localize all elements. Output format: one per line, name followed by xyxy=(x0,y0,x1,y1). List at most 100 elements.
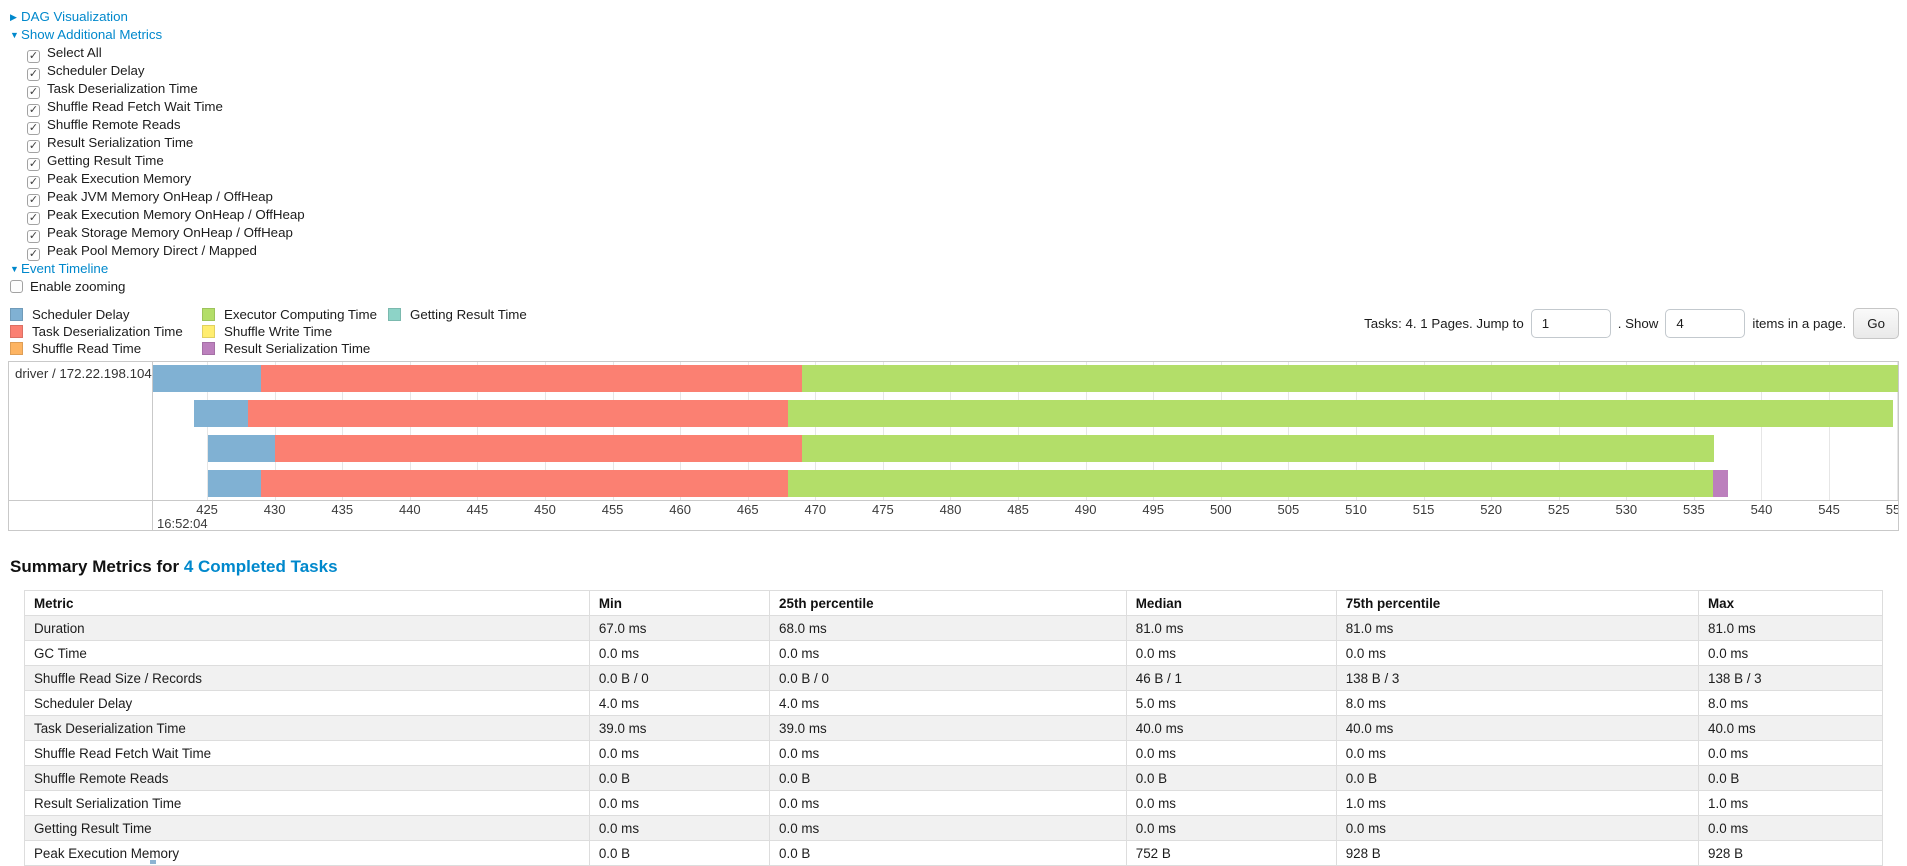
timeline-axis: 425 430 435 440 445 450 455 460 465 470 475 480 485 4… xyxy=(153,501,1898,531)
metric-value-cell: 0.0 ms xyxy=(588,790,771,816)
summary-table-row: Shuffle Read Fetch Wait Time 0.0 ms 0.0 ms… xyxy=(24,740,1883,766)
metric-checkbox[interactable]: ✓ xyxy=(27,158,40,171)
metric-checkbox[interactable]: ✓ xyxy=(27,248,40,261)
dag-visualization-toggle[interactable]: ▶ DAG Visualization xyxy=(10,8,1907,26)
metric-value-cell: 1.0 ms xyxy=(1698,790,1883,816)
axis-tick-label: 505 xyxy=(1277,502,1300,517)
metric-value-cell: 0.0 ms xyxy=(588,740,771,766)
axis-tick-label: 500 xyxy=(1209,502,1232,517)
metric-checkbox-item: ✓ Shuffle Remote Reads xyxy=(27,116,1907,135)
metric-value-cell: 81.0 ms xyxy=(1335,615,1700,641)
metric-value-cell: 0.0 ms xyxy=(1335,640,1700,666)
show-additional-metrics-link[interactable]: Show Additional Metrics xyxy=(21,27,163,42)
metric-checkbox[interactable]: ✓ xyxy=(27,50,40,63)
metric-value-cell: 0.0 B xyxy=(588,765,771,791)
timeline-bar-segment-task-deserialization xyxy=(247,400,789,427)
metric-value-cell: 0.0 B xyxy=(1698,765,1883,791)
metric-value-cell: 0.0 ms xyxy=(1125,640,1337,666)
items-per-page-input[interactable] xyxy=(1665,309,1746,338)
summary-table-row: Task Deserialization Time 39.0 ms 39.0 ms 4… xyxy=(24,715,1883,741)
timeline-bar-segment-task-deserialization xyxy=(274,435,802,462)
grid-line xyxy=(1829,362,1831,500)
metric-value-cell: 138 B / 3 xyxy=(1335,665,1700,691)
metric-value-cell: 0.0 B / 0 xyxy=(588,665,771,691)
metric-value-cell: 0.0 ms xyxy=(588,815,771,841)
metric-checkbox-label: Peak JVM Memory OnHeap / OffHeap xyxy=(47,189,273,204)
metric-value-cell: 0.0 ms xyxy=(1698,740,1883,766)
metric-value-cell: 8.0 ms xyxy=(1698,690,1883,716)
summary-table-row: GC Time 0.0 ms 0.0 ms 0.0 ms 0.0 ms 0.0 ms xyxy=(24,640,1883,666)
jump-to-page-input[interactable] xyxy=(1530,309,1611,338)
completed-tasks-link[interactable]: 4 Completed Tasks xyxy=(183,557,338,576)
axis-tick-label: 510 xyxy=(1345,502,1367,517)
summary-table-row: Shuffle Remote Reads 0.0 B 0.0 B 0.0 B 0.0 B… xyxy=(24,765,1883,791)
timeline-bar-segment-scheduler-delay xyxy=(208,435,275,462)
metric-checkbox[interactable]: ✓ xyxy=(27,104,40,117)
grid-line xyxy=(1761,362,1763,500)
metric-checkbox[interactable]: ✓ xyxy=(27,86,40,99)
legend-item: Scheduler Delay xyxy=(10,306,202,323)
task-deserialization-swatch-icon xyxy=(10,325,23,338)
dag-visualization-link[interactable]: DAG Visualization xyxy=(21,9,128,24)
metric-value-cell: 39.0 ms xyxy=(769,715,1127,741)
grid-line xyxy=(409,362,411,500)
metric-value-cell: 0.0 B xyxy=(1125,765,1337,791)
summary-column-header: Metric xyxy=(24,590,590,616)
timeline-bars-area xyxy=(153,362,1898,500)
metric-value-cell: 81.0 ms xyxy=(1698,615,1883,641)
axis-tick-label: 430 xyxy=(263,502,286,517)
grid-line xyxy=(342,362,344,500)
timeline-bar-segment-scheduler-delay xyxy=(193,400,248,427)
metric-checkbox[interactable]: ✓ xyxy=(27,230,40,243)
metric-checkbox[interactable]: ✓ xyxy=(27,122,40,135)
metric-checkbox-label: Select All xyxy=(47,45,102,60)
summary-table-row: Scheduler Delay 4.0 ms 4.0 ms 5.0 ms 8.0 ms 8… xyxy=(24,690,1883,716)
axis-start-time-label: 16:52:04 xyxy=(157,516,208,531)
metric-checkbox-item: ✓ Result Serialization Time xyxy=(27,134,1907,153)
tasks-count-label: Tasks: 4. 1 Pages. Jump to xyxy=(1364,316,1524,331)
axis-tick-label: 530 xyxy=(1615,502,1638,517)
legend-label: Executor Computing Time xyxy=(224,307,377,322)
metric-checkbox-item: ✓ Shuffle Read Fetch Wait Time xyxy=(27,98,1907,117)
metric-value-cell: 0.0 B / 0 xyxy=(769,665,1127,691)
timeline-bar-segment-scheduler-delay xyxy=(153,365,262,392)
metric-value-cell: 0.0 ms xyxy=(1125,740,1337,766)
metric-checkbox[interactable]: ✓ xyxy=(27,68,40,81)
metric-checkbox[interactable]: ✓ xyxy=(27,140,40,153)
metric-checkbox[interactable]: ✓ xyxy=(27,176,40,189)
stage-page-controls: ▶ DAG Visualization ▼ Show Additional Metr… xyxy=(0,0,1907,296)
axis-tick-label: 450 xyxy=(534,502,556,517)
metric-checkbox[interactable]: ✓ xyxy=(27,194,40,207)
metric-checkbox-item: ✓ Peak Execution Memory xyxy=(27,170,1907,189)
grid-line xyxy=(815,362,817,500)
metric-checkbox-label: Shuffle Remote Reads xyxy=(47,117,181,132)
clipped-element xyxy=(150,860,156,864)
metric-value-cell: 138 B / 3 xyxy=(1698,665,1883,691)
show-additional-metrics-toggle[interactable]: ▼ Show Additional Metrics xyxy=(10,26,1907,44)
metric-checkbox-item: ✓ Peak Execution Memory OnHeap / OffHeap xyxy=(27,206,1907,225)
metric-value-cell: 8.0 ms xyxy=(1335,690,1700,716)
enable-zooming-checkbox[interactable] xyxy=(10,280,23,293)
axis-tick-label: 445 xyxy=(466,502,489,517)
axis-tick-label: 480 xyxy=(939,502,962,517)
event-timeline-toggle[interactable]: ▼ Event Timeline xyxy=(10,260,1907,278)
metric-checkbox-label: Peak Storage Memory OnHeap / OffHeap xyxy=(47,225,293,240)
metric-value-cell: 0.0 ms xyxy=(769,790,1127,816)
metric-value-cell: 40.0 ms xyxy=(1335,715,1700,741)
metric-checkbox[interactable]: ✓ xyxy=(27,212,40,225)
metric-checkbox-label: Getting Result Time xyxy=(47,153,164,168)
summary-table-row: Result Serialization Time 0.0 ms 0.0 ms 0.0… xyxy=(24,790,1883,816)
event-timeline-link[interactable]: Event Timeline xyxy=(21,261,109,276)
go-button[interactable]: Go xyxy=(1853,308,1899,339)
axis-separator xyxy=(9,500,1898,501)
grid-line xyxy=(274,362,276,500)
summary-column-header: 75th percentile xyxy=(1335,590,1700,616)
axis-tick-label: 525 xyxy=(1547,502,1570,517)
metric-value-cell: 0.0 ms xyxy=(769,815,1127,841)
event-timeline-chart: driver / 172.22.198.104 425 430 435 440 445 4… xyxy=(8,361,1899,531)
summary-heading-text: Summary Metrics for xyxy=(10,557,184,576)
metric-value-cell: 40.0 ms xyxy=(1698,715,1883,741)
grid-line xyxy=(747,362,749,500)
collapsed-arrow-icon: ▶ xyxy=(10,12,17,22)
timeline-bar-segment-task-deserialization xyxy=(261,365,802,392)
